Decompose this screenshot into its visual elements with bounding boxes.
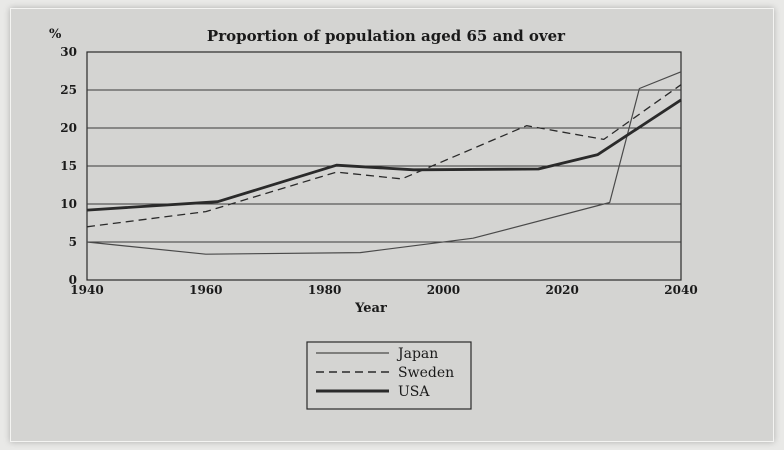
y-tick-label: 10 bbox=[60, 197, 77, 211]
y-tick-labels: 0 5 10 15 20 25 30 bbox=[60, 45, 77, 287]
legend-label-japan: Japan bbox=[396, 346, 438, 362]
y-tick-label: 0 bbox=[69, 273, 77, 287]
y-tick-label: 15 bbox=[60, 159, 77, 173]
y-tick-label: 5 bbox=[69, 235, 77, 249]
y-axis-label: % bbox=[49, 27, 62, 42]
x-tick-label: 2000 bbox=[427, 283, 460, 297]
x-axis-label: Year bbox=[354, 301, 387, 316]
series-line-japan bbox=[86, 71, 682, 255]
chart-title: Proportion of population aged 65 and ove… bbox=[207, 27, 566, 45]
x-tick-label: 2020 bbox=[545, 283, 578, 297]
series-line-usa bbox=[86, 98, 682, 212]
legend-box bbox=[306, 341, 472, 410]
legend-label-usa: USA bbox=[398, 384, 430, 400]
x-tick-labels: 1940 1960 1980 2000 2020 2040 bbox=[70, 283, 697, 297]
x-tick-label: 1980 bbox=[308, 283, 341, 297]
screenshot-frame: Proportion of population aged 65 and ove… bbox=[10, 8, 774, 442]
x-tick-label: 1960 bbox=[189, 283, 222, 297]
legend-label-sweden: Sweden bbox=[398, 365, 454, 381]
gridlines bbox=[87, 89, 681, 243]
x-tick-label: 1940 bbox=[70, 283, 103, 297]
legend: Japan Sweden USA bbox=[306, 341, 472, 410]
y-tick-label: 20 bbox=[60, 121, 77, 135]
line-chart: Proportion of population aged 65 and ove… bbox=[49, 27, 698, 410]
y-tick-label: 30 bbox=[60, 45, 77, 59]
x-tick-label: 2040 bbox=[664, 283, 697, 297]
series-lines bbox=[86, 71, 682, 255]
y-tick-label: 25 bbox=[60, 83, 77, 97]
series-line-sweden bbox=[86, 84, 682, 228]
